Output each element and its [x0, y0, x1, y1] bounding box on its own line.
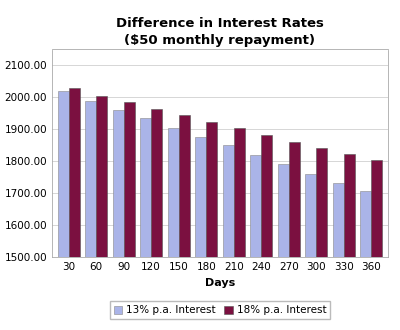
Bar: [344, 154, 355, 330]
Bar: [305, 174, 316, 330]
Bar: [234, 128, 245, 330]
Bar: [58, 91, 68, 330]
Bar: [124, 102, 135, 330]
Bar: [179, 115, 190, 330]
Title: Difference in Interest Rates
($50 monthly repayment): Difference in Interest Rates ($50 monthl…: [116, 17, 324, 47]
Bar: [333, 183, 344, 330]
Bar: [278, 164, 289, 330]
Bar: [140, 118, 151, 330]
X-axis label: Days: Days: [205, 278, 235, 288]
Bar: [96, 96, 107, 330]
Bar: [195, 138, 206, 330]
Bar: [316, 148, 328, 330]
Legend: 13% p.a. Interest, 18% p.a. Interest: 13% p.a. Interest, 18% p.a. Interest: [110, 301, 330, 319]
Bar: [151, 109, 162, 330]
Bar: [223, 146, 234, 330]
Bar: [250, 155, 261, 330]
Bar: [112, 110, 124, 330]
Bar: [85, 101, 96, 330]
Bar: [168, 128, 179, 330]
Bar: [261, 135, 272, 330]
Bar: [360, 191, 372, 330]
Bar: [289, 142, 300, 330]
Bar: [372, 160, 382, 330]
Bar: [206, 122, 217, 330]
Bar: [68, 88, 80, 330]
